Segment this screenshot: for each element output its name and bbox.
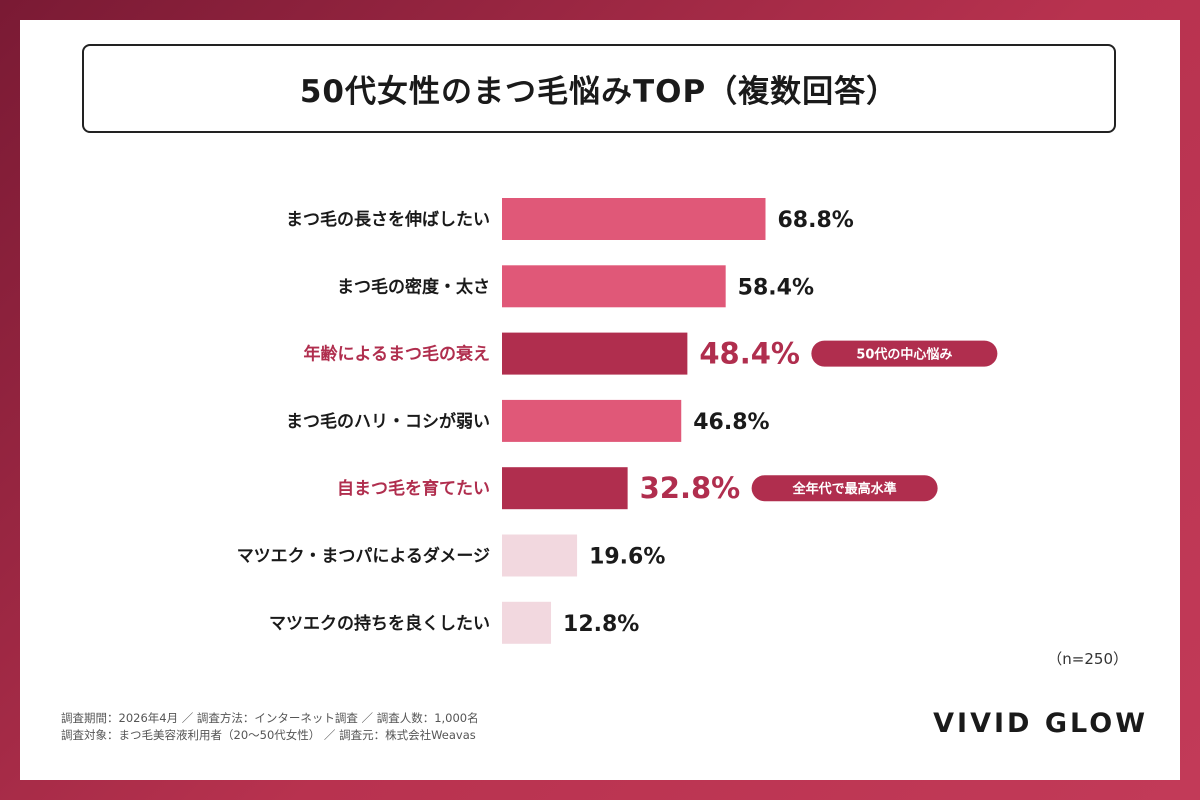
bar [502, 265, 726, 308]
survey-footnote-line1: 調査期間：2026年4月 ／ 調査方法：インターネット調査 ／ 調査人数：1,0… [61, 711, 479, 725]
badge-label: 50代の中心悩み [856, 347, 952, 363]
bar-chart: まつ毛の長さを伸ばしたい 68.8% まつ毛の密度・太さ 58.4% 年齢によるまつ毛の… [237, 198, 998, 644]
value-label: 46.8% [693, 410, 769, 435]
value-label: 48.4% [699, 337, 800, 371]
category-label: まつ毛のハリ・コシが弱い [286, 411, 490, 432]
survey-footnote: 調査期間：2026年4月 ／ 調査方法：インターネット調査 ／ 調査人数：1,0… [61, 710, 479, 744]
category-label: まつ毛の長さを伸ばしたい [286, 209, 490, 230]
category-label: マツエク・まつパによるダメージ [237, 546, 490, 567]
value-label: 19.6% [589, 545, 665, 570]
value-label: 32.8% [640, 471, 741, 505]
value-label: 12.8% [563, 612, 639, 637]
category-label: 自まつ毛を育てたい [337, 478, 490, 499]
bar [502, 601, 552, 644]
bar [502, 332, 688, 375]
badge-pill [751, 475, 938, 502]
category-label: マツエクの持ちを良くしたい [269, 613, 490, 634]
title-box: 50代女性のまつ毛悩みTOP（複数回答） [82, 44, 1116, 133]
bar [502, 399, 682, 442]
brand-logo: VIVID GLOW [933, 708, 1148, 739]
badge-label: 全年代で最高水準 [792, 481, 897, 497]
survey-footnote-line2: 調査対象：まつ毛美容液利用者（20〜50代女性） ／ 調査元：株式会社Weava… [61, 728, 476, 742]
bar [502, 467, 628, 510]
bar [502, 198, 766, 240]
category-label: まつ毛の密度・太さ [337, 276, 490, 297]
badge-pill [811, 340, 998, 367]
value-label: 58.4% [738, 275, 814, 300]
chart-title: 50代女性のまつ毛悩みTOP（複数回答） [299, 74, 899, 110]
category-label: 年齢によるまつ毛の衰え [304, 344, 491, 365]
bar [502, 534, 578, 577]
value-label: 68.8% [778, 208, 854, 233]
sample-size-label: （n=250） [1047, 650, 1128, 668]
chart-card: 50代女性のまつ毛悩みTOP（複数回答） まつ毛の長さを伸ばしたい 68.8% まつ… [20, 20, 1180, 780]
